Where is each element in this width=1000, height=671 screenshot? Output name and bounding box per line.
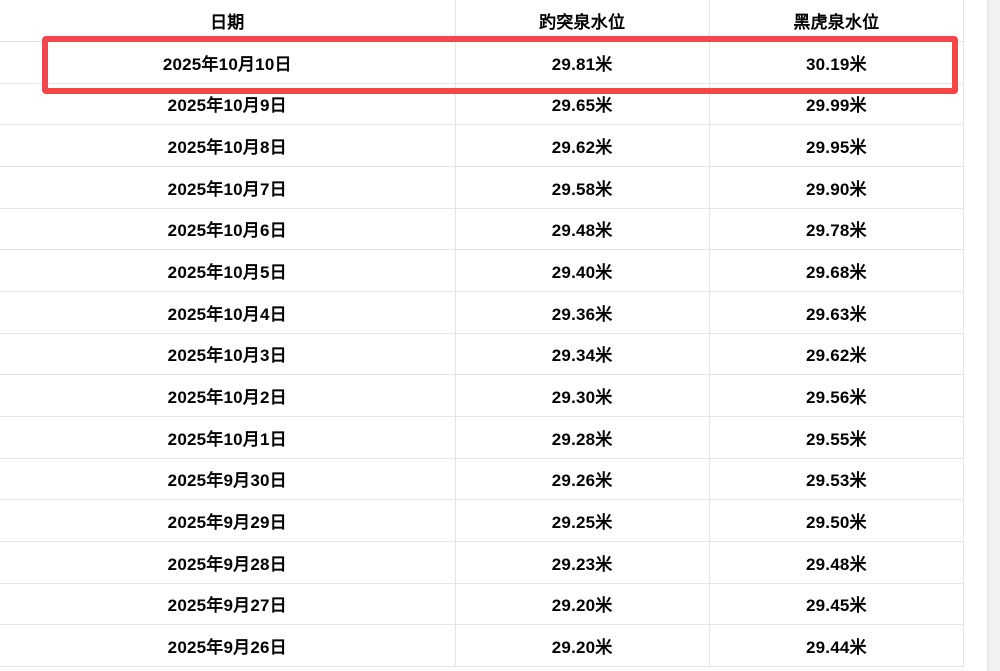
cell-date: 2025年9月30日 xyxy=(167,471,287,491)
cell-date: 2025年10月8日 xyxy=(167,138,287,158)
table-row: 2025年10月4日 29.36米 29.63米 xyxy=(0,291,963,334)
table-body: 2025年10月10日 29.81米 30.19米 2025年10月9日 29.… xyxy=(0,42,963,667)
cell-baotu-level: 29.23米 xyxy=(454,541,709,583)
table-row: 2025年9月28日 29.23米 29.48米 xyxy=(0,541,963,584)
table-row: 2025年10月1日 29.28米 29.55米 xyxy=(0,416,963,459)
cell-heihu-level: 29.45米 xyxy=(708,583,963,625)
table-row: 2025年10月7日 29.58米 29.90米 xyxy=(0,166,963,209)
cell-date: 2025年10月4日 xyxy=(167,304,287,324)
cell-baotu-level: 29.25米 xyxy=(454,500,709,541)
table-row: 2025年9月27日 29.20米 29.45米 xyxy=(0,583,963,626)
cell-heihu-level: 29.44米 xyxy=(708,625,963,666)
cell-baotu-level: 29.26米 xyxy=(454,458,709,500)
cell-baotu-level: 29.28米 xyxy=(454,416,709,458)
cell-baotu-level: 29.34米 xyxy=(454,333,709,375)
cell-date: 2025年10月3日 xyxy=(167,346,287,366)
cell-heihu-level: 29.63米 xyxy=(708,291,963,333)
cell-baotu-level: 29.48米 xyxy=(454,208,709,250)
cell-baotu-level: 29.36米 xyxy=(454,291,709,333)
table-row: 2025年10月8日 29.62米 29.95米 xyxy=(0,125,963,167)
cell-heihu-level: 29.78米 xyxy=(708,208,963,250)
cell-heihu-level: 29.56米 xyxy=(708,375,963,416)
cell-heihu-level: 29.90米 xyxy=(708,166,963,208)
cell-baotu-level: 29.81米 xyxy=(454,42,709,83)
table-row: 2025年10月3日 29.34米 29.62米 xyxy=(0,333,963,376)
cell-heihu-level: 29.95米 xyxy=(708,125,963,166)
cell-baotu-level: 29.40米 xyxy=(454,250,709,291)
vertical-scrollbar[interactable] xyxy=(987,0,1000,671)
cell-date: 2025年10月5日 xyxy=(167,263,287,283)
spring-water-level-table: 日期 趵突泉水位 黑虎泉水位 2025年10月10日 29.81米 30.19米… xyxy=(0,0,964,667)
cell-date: 2025年9月28日 xyxy=(167,554,287,574)
cell-baotu-level: 29.62米 xyxy=(454,125,709,166)
cell-date: 2025年10月2日 xyxy=(167,388,287,408)
cell-heihu-level: 29.53米 xyxy=(708,458,963,500)
table-row: 2025年10月9日 29.65米 29.99米 xyxy=(0,83,963,126)
cell-baotu-level: 29.20米 xyxy=(454,583,709,625)
header-heihu-level: 黑虎泉水位 xyxy=(708,0,963,41)
cell-heihu-level: 29.55米 xyxy=(708,416,963,458)
cell-heihu-level: 29.48米 xyxy=(708,541,963,583)
table-row: 2025年9月29日 29.25米 29.50米 xyxy=(0,500,963,542)
cell-date: 2025年9月27日 xyxy=(167,596,287,616)
table-row: 2025年9月26日 29.20米 29.44米 xyxy=(0,625,963,667)
cell-date: 2025年10月10日 xyxy=(162,54,292,74)
table-row: 2025年10月6日 29.48米 29.78米 xyxy=(0,208,963,251)
header-baotu-level: 趵突泉水位 xyxy=(454,0,709,41)
cell-date: 2025年10月7日 xyxy=(167,179,287,199)
table-header-row: 日期 趵突泉水位 黑虎泉水位 xyxy=(0,0,963,42)
cell-heihu-level: 29.50米 xyxy=(708,500,963,541)
header-date: 日期 xyxy=(210,13,245,32)
table-row: 2025年10月2日 29.30米 29.56米 xyxy=(0,375,963,417)
cell-date: 2025年9月29日 xyxy=(167,513,287,533)
cell-heihu-level: 29.68米 xyxy=(708,250,963,291)
cell-baotu-level: 29.65米 xyxy=(454,83,709,125)
cell-date: 2025年10月6日 xyxy=(167,221,287,241)
table-row: 2025年9月30日 29.26米 29.53米 xyxy=(0,458,963,501)
cell-baotu-level: 29.58米 xyxy=(454,166,709,208)
cell-heihu-level: 29.99米 xyxy=(708,83,963,125)
cell-date: 2025年9月26日 xyxy=(167,638,287,658)
cell-heihu-level: 30.19米 xyxy=(708,42,963,83)
cell-heihu-level: 29.62米 xyxy=(708,333,963,375)
table-row-highlighted: 2025年10月10日 29.81米 30.19米 xyxy=(0,42,963,84)
cell-baotu-level: 29.20米 xyxy=(454,625,709,666)
cell-date: 2025年10月1日 xyxy=(167,429,287,449)
cell-date: 2025年10月9日 xyxy=(167,96,287,116)
table-row: 2025年10月5日 29.40米 29.68米 xyxy=(0,250,963,292)
cell-baotu-level: 29.30米 xyxy=(454,375,709,416)
